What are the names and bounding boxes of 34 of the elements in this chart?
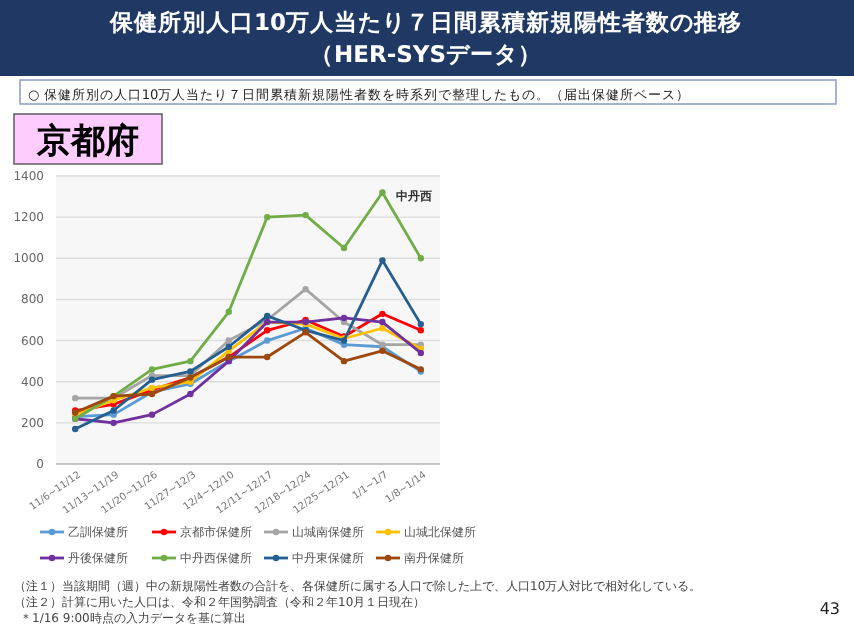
point: [148, 366, 156, 373]
point: [148, 411, 156, 418]
text: （HER-SYSデータ）: [309, 40, 543, 68]
point: [379, 325, 386, 332]
text: 京都府: [35, 122, 139, 162]
point: [187, 390, 194, 398]
point: [417, 349, 424, 357]
chart-title: 保健所別人口10万人当たり７日間累積新規陽性者数の推移: [107, 8, 743, 36]
point: [264, 213, 271, 221]
point: [417, 255, 424, 262]
point: [302, 285, 309, 293]
point: [72, 394, 79, 402]
point: [340, 244, 348, 252]
point: [302, 211, 309, 219]
point: [379, 189, 386, 196]
point: [187, 357, 194, 365]
point: [417, 327, 424, 334]
point: [264, 327, 271, 334]
point: [225, 337, 232, 344]
point: [225, 343, 232, 350]
point: [379, 310, 386, 318]
point: [110, 419, 117, 427]
point: [379, 257, 386, 264]
point: [264, 337, 271, 344]
point: [340, 357, 348, 365]
point: [417, 320, 424, 328]
point: [225, 308, 232, 315]
point: [379, 347, 386, 355]
text: 43: [819, 600, 840, 618]
point: [264, 353, 271, 361]
point: [72, 425, 79, 433]
line-series: [72, 257, 424, 433]
line-series: [72, 285, 424, 402]
point: [379, 318, 386, 326]
